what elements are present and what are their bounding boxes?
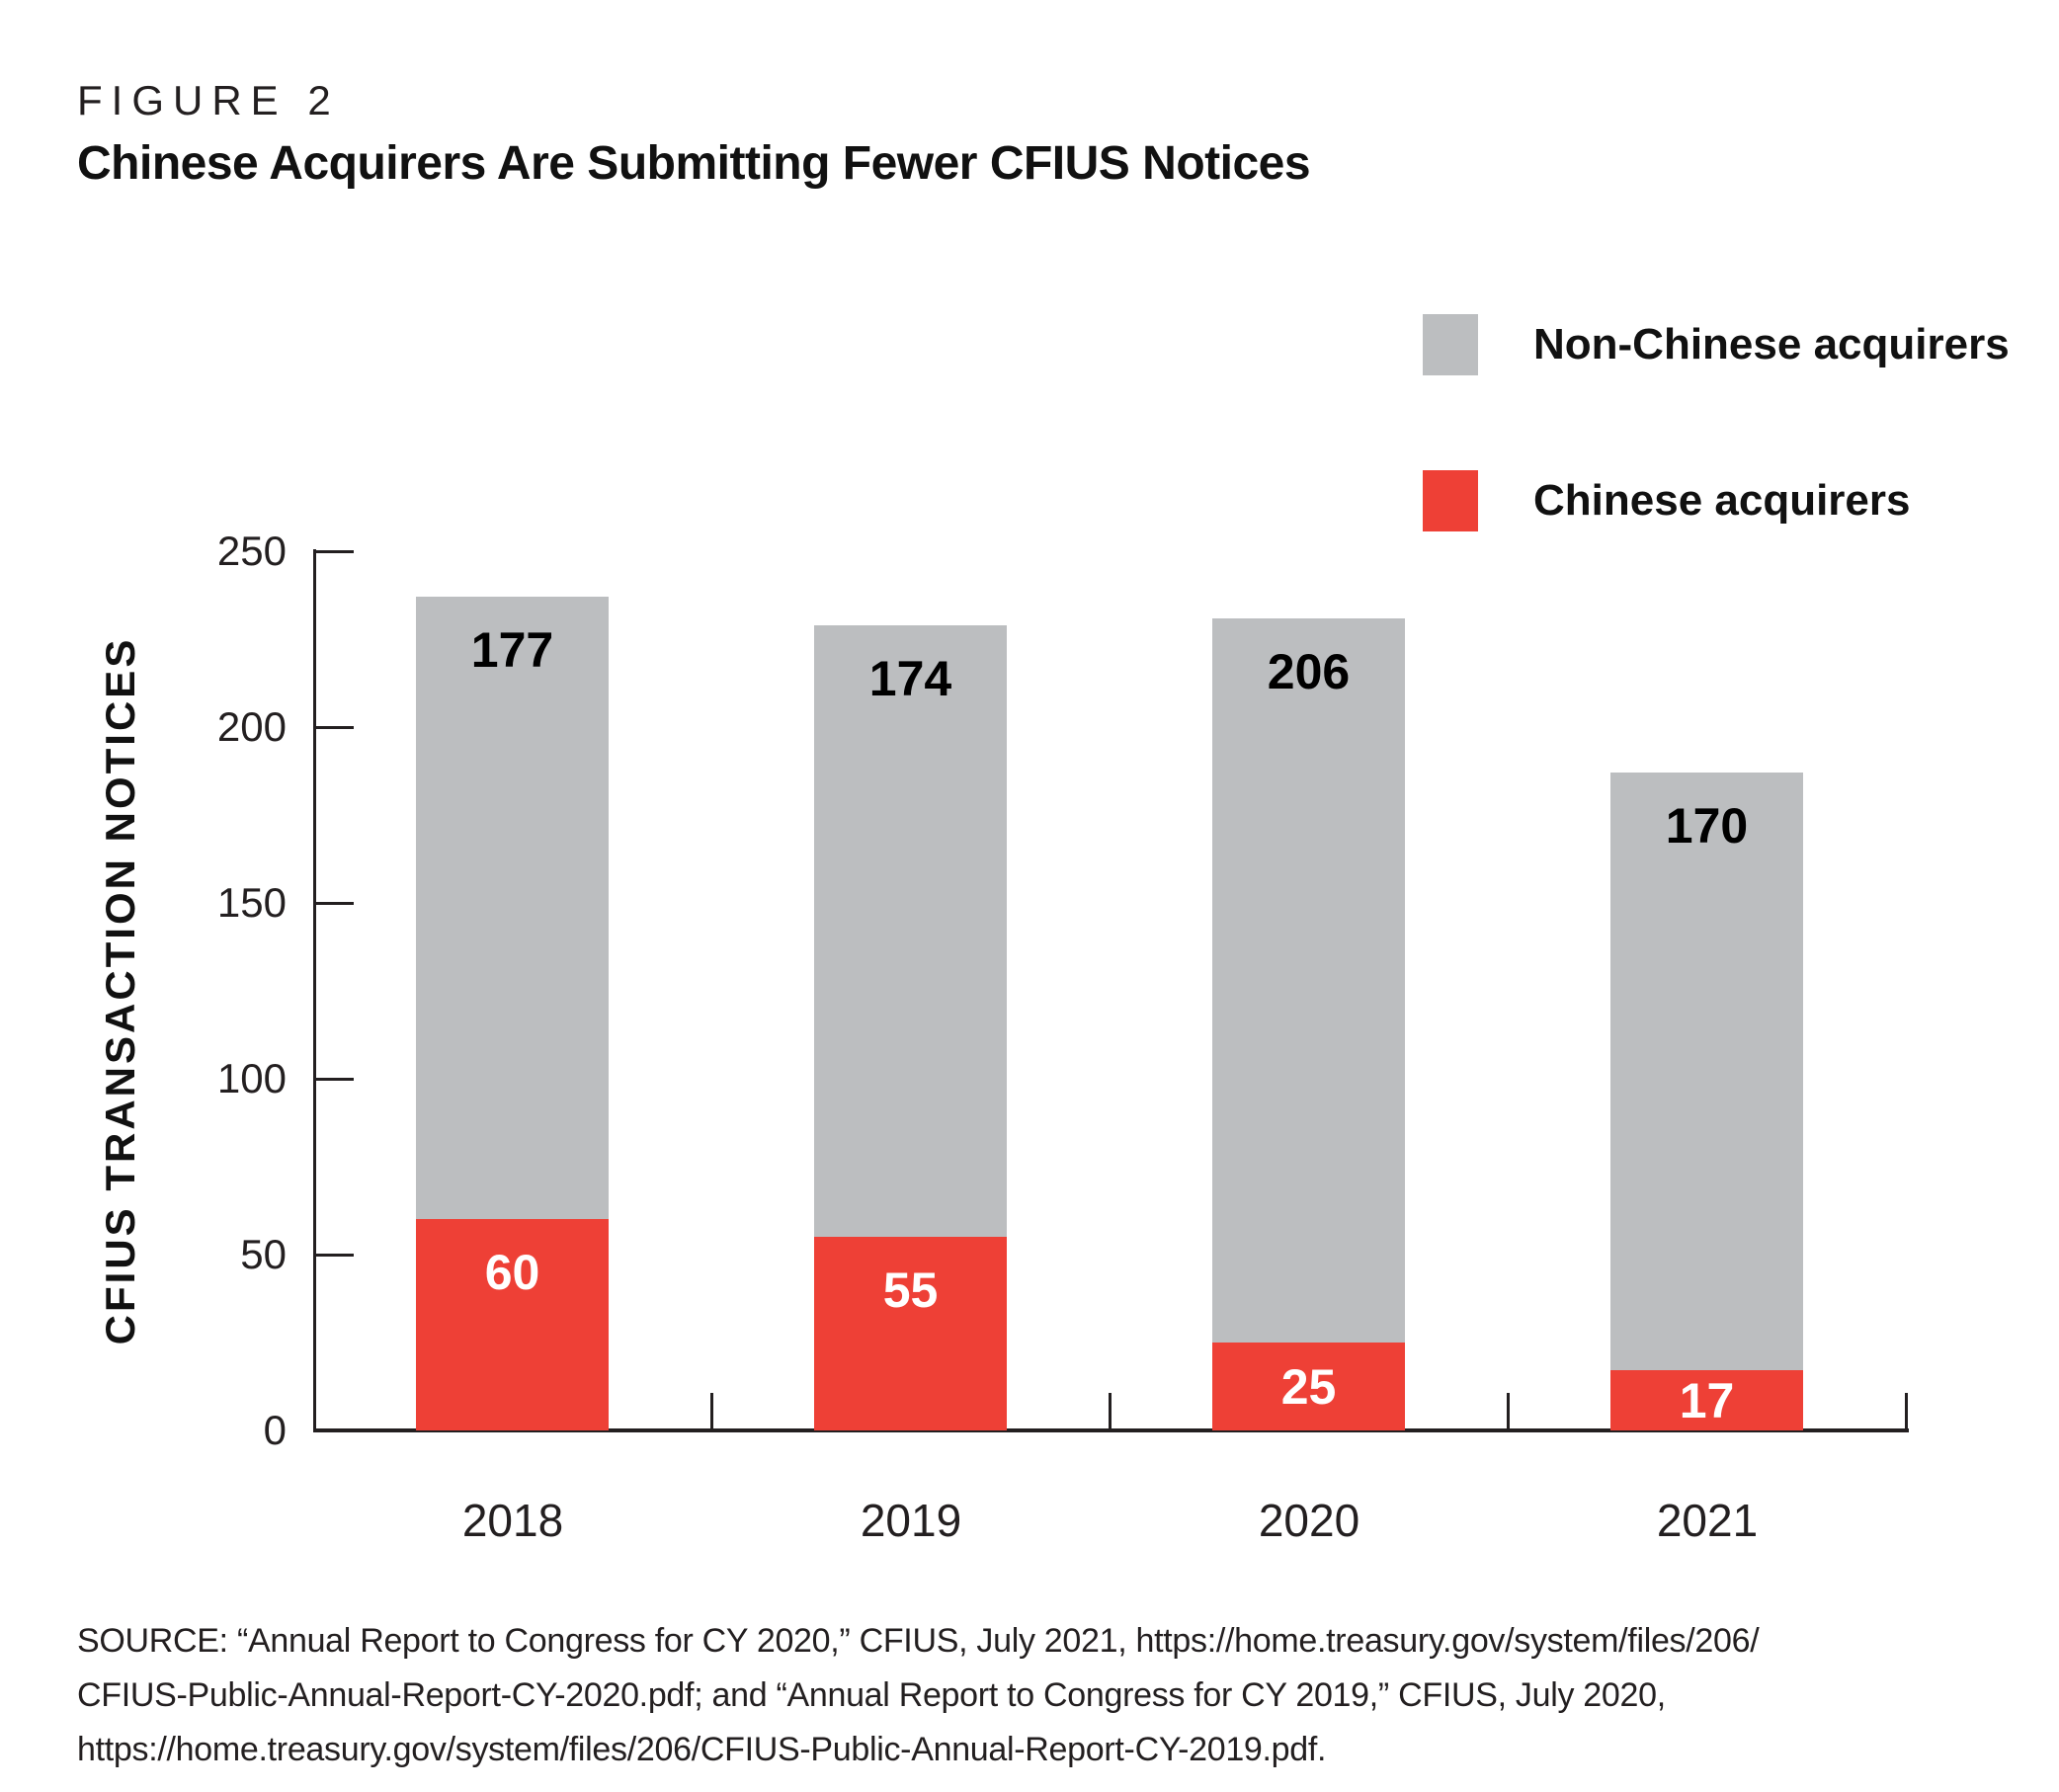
bar-value-label: 170 bbox=[1665, 798, 1749, 854]
bar-segment-chinese: 60 bbox=[416, 1219, 609, 1430]
source-note: SOURCE: “Annual Report to Congress for C… bbox=[77, 1614, 1760, 1777]
legend-label-chinese: Chinese acquirers bbox=[1533, 476, 1911, 525]
y-tick-label: 150 bbox=[216, 879, 287, 926]
x-axis-label: 2019 bbox=[860, 1495, 962, 1546]
bar-value-label: 174 bbox=[868, 651, 952, 706]
chart-legend: Non-Chinese acquirers Chinese acquirers bbox=[1423, 314, 2010, 626]
y-tick-label: 200 bbox=[216, 703, 287, 750]
y-tick bbox=[316, 902, 354, 905]
bar-value-label: 25 bbox=[1280, 1358, 1337, 1415]
y-tick bbox=[316, 550, 354, 553]
x-axis-label: 2018 bbox=[461, 1495, 564, 1546]
figure-title: Chinese Acquirers Are Submitting Fewer C… bbox=[77, 137, 1311, 190]
bar-segment-non-chinese: 177 bbox=[416, 597, 609, 1219]
y-tick-label: 100 bbox=[216, 1055, 287, 1101]
x-axis-label: 2021 bbox=[1656, 1495, 1759, 1546]
y-tick bbox=[316, 726, 354, 729]
bar-value-label: 60 bbox=[484, 1245, 540, 1300]
bar-value-label: 206 bbox=[1267, 644, 1351, 699]
source-line-1: SOURCE: “Annual Report to Congress for C… bbox=[77, 1622, 1760, 1660]
legend-item-chinese: Chinese acquirers bbox=[1423, 470, 2010, 531]
legend-swatch-non-chinese-icon bbox=[1423, 314, 1478, 375]
source-line-3: https://home.treasury.gov/system/files/2… bbox=[77, 1731, 1327, 1768]
y-tick-label: 50 bbox=[240, 1231, 287, 1277]
bar-value-label: 177 bbox=[470, 622, 554, 678]
bar-segment-non-chinese: 170 bbox=[1610, 773, 1803, 1370]
y-tick bbox=[316, 1078, 354, 1081]
bar-segment-non-chinese: 174 bbox=[814, 625, 1007, 1237]
x-tick bbox=[1109, 1393, 1112, 1430]
x-tick bbox=[710, 1393, 713, 1430]
legend-swatch-chinese-icon bbox=[1423, 470, 1478, 531]
bar-value-label: 55 bbox=[882, 1263, 939, 1318]
y-tick bbox=[316, 1254, 354, 1257]
y-tick-label: 0 bbox=[263, 1407, 287, 1453]
y-axis-line bbox=[313, 549, 316, 1432]
legend-item-non-chinese: Non-Chinese acquirers bbox=[1423, 314, 2010, 375]
bar-segment-chinese: 55 bbox=[814, 1237, 1007, 1430]
bar-value-label: 17 bbox=[1679, 1372, 1735, 1428]
bar-segment-chinese: 25 bbox=[1212, 1343, 1405, 1430]
x-axis-label: 2020 bbox=[1258, 1495, 1360, 1546]
legend-label-non-chinese: Non-Chinese acquirers bbox=[1533, 320, 2010, 368]
source-line-2: CFIUS-Public-Annual-Report-CY-2020.pdf; … bbox=[77, 1676, 1666, 1714]
figure-label: FIGURE 2 bbox=[77, 77, 340, 123]
y-tick-label: 250 bbox=[216, 528, 287, 574]
bar-segment-non-chinese: 206 bbox=[1212, 618, 1405, 1343]
x-tick bbox=[1905, 1393, 1908, 1430]
x-tick bbox=[1507, 1393, 1510, 1430]
bar-segment-chinese: 17 bbox=[1610, 1370, 1803, 1430]
x-axis-line bbox=[313, 1428, 1909, 1432]
